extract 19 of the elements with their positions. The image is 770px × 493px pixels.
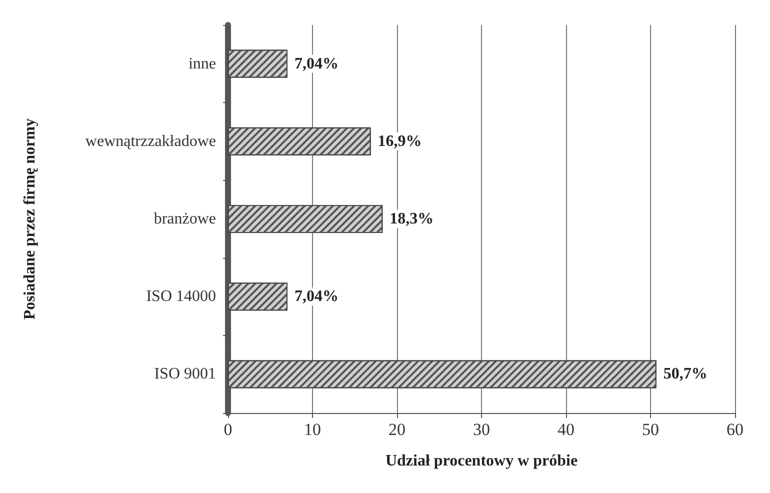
y-tick-label: wewnątrzzakładowe bbox=[85, 132, 216, 150]
x-tick-label: 10 bbox=[304, 420, 321, 439]
x-axis-title: Udział procentowy w próbie bbox=[385, 452, 578, 470]
y-tick-label: branżowe bbox=[154, 210, 216, 228]
y-tick-label: ISO 9001 bbox=[154, 366, 216, 383]
data-label: 7,04% bbox=[294, 288, 338, 306]
y-tick-label: ISO 14000 bbox=[146, 288, 216, 306]
y-axis-title: Posiadane przez firmę normy bbox=[22, 118, 38, 320]
data-label: 18,3% bbox=[390, 210, 434, 228]
x-tick-label: 50 bbox=[642, 420, 659, 439]
data-label: 7,04% bbox=[294, 55, 338, 72]
x-tick-label: 0 bbox=[224, 420, 232, 439]
x-tick-label: 40 bbox=[558, 420, 574, 439]
y-tick-label: inne bbox=[188, 55, 216, 72]
data-label: 16,9% bbox=[378, 132, 422, 150]
x-tick-label: 30 bbox=[473, 420, 490, 439]
x-tick-label: 20 bbox=[388, 420, 406, 439]
x-tick-label: 60 bbox=[726, 420, 744, 439]
data-label: 50,7% bbox=[663, 366, 708, 383]
